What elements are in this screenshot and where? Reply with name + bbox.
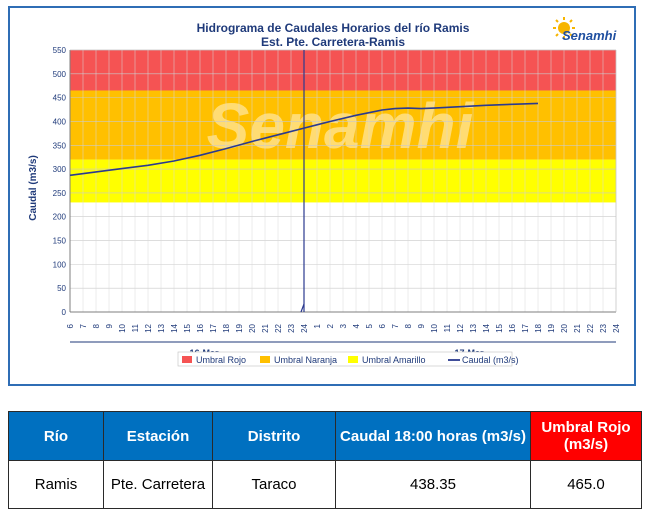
x-tick-label: 16 [508,323,517,332]
y-tick-label: 200 [53,213,67,222]
legend-label: Umbral Naranja [274,355,337,365]
x-tick-label: 20 [560,323,569,332]
x-tick-label: 11 [443,323,452,332]
y-tick-label: 450 [53,94,67,103]
y-tick-label: 100 [53,260,67,269]
cell-caudal: 438.35 [335,460,531,509]
x-tick-label: 3 [339,323,348,328]
y-tick-label: 400 [53,117,67,126]
cell-rio: Ramis [8,460,104,509]
x-tick-label: 10 [430,323,439,332]
x-tick-label: 13 [157,323,166,332]
legend-label: Umbral Rojo [196,355,246,365]
x-tick-label: 15 [183,323,192,332]
x-tick-label: 2 [326,323,335,328]
y-tick-label: 550 [53,46,67,55]
x-tick-label: 1 [313,323,322,328]
senamhi-logo: Senamhi [553,17,617,43]
x-tick-label: 10 [118,323,127,332]
data-table: Río Estación Distrito Caudal 18:00 horas… [8,411,642,509]
header-rio: Río [8,411,104,461]
x-tick-label: 23 [599,323,608,332]
series-line-caudal [69,102,539,177]
y-tick-label: 500 [53,70,67,79]
x-tick-label: 6 [378,323,387,328]
x-tick-label: 22 [586,323,595,332]
x-tick-label: 11 [131,323,140,332]
logo-text: Senamhi [562,28,617,43]
header-estacion: Estación [103,411,213,461]
hydrograph-chart: Hidrograma de Caudales Horarios del río … [28,17,621,367]
cell-umbral-rojo: 465.0 [530,460,642,509]
x-tick-label: 13 [469,323,478,332]
x-tick-label: 12 [456,323,465,332]
header-caudal: Caudal 18:00 horas (m3/s) [335,411,531,461]
header-distrito: Distrito [212,411,336,461]
x-tick-label: 7 [391,323,400,328]
x-tick-label: 23 [287,323,296,332]
cell-distrito: Taraco [212,460,336,509]
y-tick-label: 150 [53,237,67,246]
x-tick-label: 16 [196,323,205,332]
chart-panel: Hidrograma de Caudales Horarios del río … [8,6,636,386]
sun-icon [553,17,575,39]
legend-swatch [182,356,192,363]
y-axis-label: Caudal (m3/s) [28,155,39,221]
x-tick-label: 8 [92,323,101,328]
y-tick-label: 300 [53,165,67,174]
day-marker-foot [300,303,305,313]
x-tick-label: 14 [482,323,491,332]
x-tick-label: 24 [300,323,309,332]
table-header-row: Río Estación Distrito Caudal 18:00 horas… [8,411,642,461]
legend: Umbral Rojo Umbral Naranja Umbral Amarillo… [177,351,519,367]
x-tick-label: 14 [170,323,179,332]
x-tick-label: 17 [521,323,530,332]
x-tick-label: 7 [79,323,88,328]
y-tick-label: 50 [57,284,66,293]
plot-area: Senamhi 05010015020025030035040045050055… [53,46,621,343]
legend-label: Umbral Amarillo [362,355,426,365]
table-row: Ramis Pte. Carretera Taraco 438.35 465.0 [8,460,642,509]
chart-title: Hidrograma de Caudales Horarios del río … [197,21,470,35]
x-tick-label: 21 [573,323,582,332]
x-tick-label: 6 [66,323,75,328]
chart-subtitle: Est. Pte. Carretera-Ramis [261,35,405,49]
header-umbral-rojo: Umbral Rojo (m3/s) [530,411,642,461]
cell-estacion: Pte. Carretera [103,460,213,509]
x-tick-label: 9 [105,323,114,328]
y-tick-label: 250 [53,189,67,198]
legend-swatch [348,356,358,363]
x-tick-label: 18 [222,323,231,332]
y-tick-label: 0 [62,308,67,317]
x-tick-label: 17 [209,323,218,332]
x-tick-label: 20 [248,323,257,332]
x-tick-label: 4 [352,323,361,328]
x-tick-label: 22 [274,323,283,332]
x-tick-label: 12 [144,323,153,332]
x-tick-label: 24 [612,323,621,332]
x-tick-label: 21 [261,323,270,332]
x-tick-label: 5 [365,323,374,328]
y-tick-label: 350 [53,141,67,150]
x-tick-label: 19 [547,323,556,332]
x-tick-label: 15 [495,323,504,332]
x-tick-label: 19 [235,323,244,332]
legend-swatch [260,356,270,363]
x-tick-label: 18 [534,323,543,332]
watermark-text: Senamhi [207,90,475,162]
x-tick-label: 8 [404,323,413,328]
x-tick-label: 9 [417,323,426,328]
legend-label: Caudal (m3/s) [462,355,519,365]
